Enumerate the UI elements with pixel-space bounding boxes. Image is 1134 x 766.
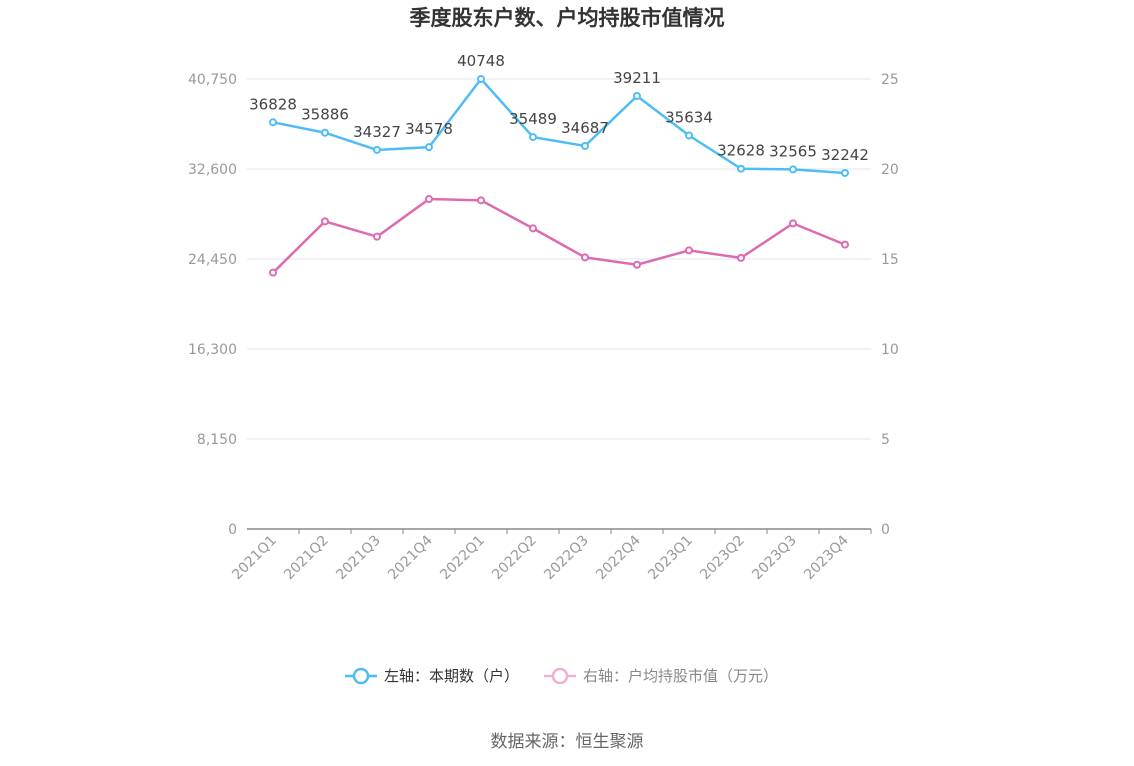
data-point[interactable]: [321, 128, 329, 137]
data-point[interactable]: [425, 195, 433, 204]
data-label: 32242: [821, 146, 869, 164]
x-tick-label: 2022Q1: [437, 533, 488, 584]
x-tick-label: 2021Q1: [229, 533, 280, 584]
x-tick-label: 2021Q3: [333, 533, 384, 584]
left-tick-label: 24,450: [188, 252, 237, 268]
data-point[interactable]: [269, 118, 277, 127]
legend-marker-icon: [352, 667, 370, 685]
data-point[interactable]: [529, 224, 537, 233]
data-point[interactable]: [789, 165, 797, 174]
right-tick-label: 20: [881, 162, 899, 178]
data-point[interactable]: [737, 253, 745, 262]
legend-item[interactable]: 左轴：本期数（户）: [345, 667, 519, 685]
x-tick-label: 2023Q2: [697, 533, 748, 584]
x-tick-label: 2023Q1: [645, 533, 696, 584]
data-point[interactable]: [685, 131, 693, 140]
x-tick-label: 2022Q4: [593, 532, 644, 583]
data-label: 39211: [613, 69, 661, 87]
legend-item[interactable]: 右轴：户均持股市值（万元）: [544, 667, 778, 685]
legend-label: 左轴：本期数（户）: [384, 667, 519, 685]
left-tick-label: 32,600: [188, 162, 237, 178]
data-point[interactable]: [737, 164, 745, 173]
data-label: 40748: [457, 52, 505, 70]
data-label: 34327: [353, 123, 401, 141]
right-tick-label: 25: [881, 72, 899, 88]
data-point[interactable]: [477, 75, 485, 84]
x-tick-label: 2023Q3: [749, 533, 800, 584]
x-tick-label: 2021Q4: [385, 532, 436, 583]
series-line: [272, 197, 846, 274]
data-point[interactable]: [477, 196, 485, 205]
data-point[interactable]: [841, 240, 849, 249]
left-tick-label: 0: [228, 522, 237, 538]
data-point[interactable]: [633, 260, 641, 269]
data-label: 35489: [509, 110, 557, 128]
data-label: 32565: [769, 142, 817, 160]
data-label: 35634: [665, 108, 713, 126]
right-tick-label: 15: [881, 252, 899, 268]
data-point[interactable]: [321, 217, 329, 226]
grid: [247, 78, 872, 534]
data-point[interactable]: [685, 246, 693, 255]
right-tick-label: 10: [881, 342, 899, 358]
left-tick-label: 40,750: [188, 72, 237, 88]
x-tick-label: 2022Q3: [541, 533, 592, 584]
chart-title: 季度股东户数、户均持股市值情况: [410, 6, 725, 30]
legend-label: 右轴：户均持股市值（万元）: [583, 667, 778, 685]
x-tick-label: 2022Q2: [489, 533, 540, 584]
source-note: 数据来源：恒生聚源: [491, 732, 644, 752]
data-label: 34578: [405, 120, 453, 138]
data-point[interactable]: [633, 91, 641, 100]
data-point[interactable]: [581, 253, 589, 262]
right-tick-label: 0: [881, 522, 890, 538]
data-label: 32628: [717, 142, 765, 160]
data-point[interactable]: [373, 145, 381, 154]
left-tick-label: 8,150: [197, 432, 237, 448]
legend-marker-icon: [551, 667, 569, 685]
x-tick-label: 2021Q2: [281, 533, 332, 584]
data-point[interactable]: [789, 219, 797, 228]
data-point[interactable]: [581, 141, 589, 150]
data-point[interactable]: [841, 168, 849, 177]
data-label: 36828: [249, 95, 297, 113]
data-point[interactable]: [529, 133, 537, 142]
data-label: 34687: [561, 119, 609, 137]
left-tick-label: 16,300: [188, 342, 237, 358]
x-tick-label: 2023Q4: [801, 532, 852, 583]
data-point[interactable]: [269, 268, 277, 277]
data-label: 35886: [301, 106, 349, 124]
legend[interactable]: 左轴：本期数（户） 右轴：户均持股市值（万元）: [345, 667, 778, 685]
series-line: [272, 77, 846, 175]
data-point[interactable]: [425, 143, 433, 152]
right-tick-label: 5: [881, 432, 890, 448]
data-point[interactable]: [373, 232, 381, 241]
